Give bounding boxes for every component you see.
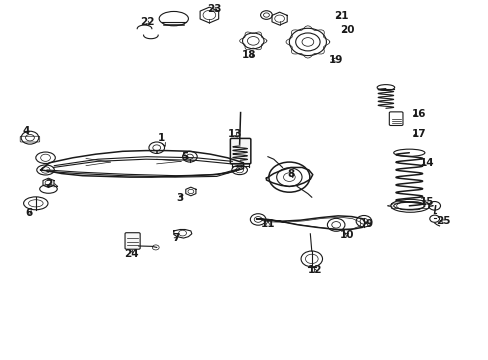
Text: 12: 12 — [307, 265, 322, 275]
Text: 1: 1 — [158, 133, 165, 146]
FancyBboxPatch shape — [230, 138, 250, 164]
Text: 19: 19 — [328, 55, 343, 65]
Text: 18: 18 — [242, 50, 256, 60]
Text: 4: 4 — [22, 126, 30, 135]
Text: 15: 15 — [419, 197, 434, 207]
Text: 14: 14 — [419, 158, 434, 168]
Text: 6: 6 — [25, 208, 33, 218]
Text: 23: 23 — [206, 4, 221, 14]
Text: 25: 25 — [435, 216, 450, 226]
Text: 17: 17 — [411, 129, 426, 139]
Text: 10: 10 — [339, 230, 353, 239]
Text: 22: 22 — [140, 17, 154, 27]
Text: 11: 11 — [260, 219, 275, 229]
Text: 13: 13 — [227, 129, 242, 139]
Text: 8: 8 — [286, 168, 294, 179]
Text: 16: 16 — [411, 109, 426, 119]
Text: 9: 9 — [365, 219, 372, 229]
Text: 5: 5 — [181, 152, 188, 162]
Text: 2: 2 — [45, 179, 58, 189]
Text: 7: 7 — [172, 233, 180, 243]
FancyBboxPatch shape — [125, 233, 140, 249]
Text: 3: 3 — [176, 193, 183, 203]
Text: 24: 24 — [124, 248, 139, 258]
Text: 20: 20 — [339, 25, 353, 35]
Text: 21: 21 — [333, 11, 347, 21]
